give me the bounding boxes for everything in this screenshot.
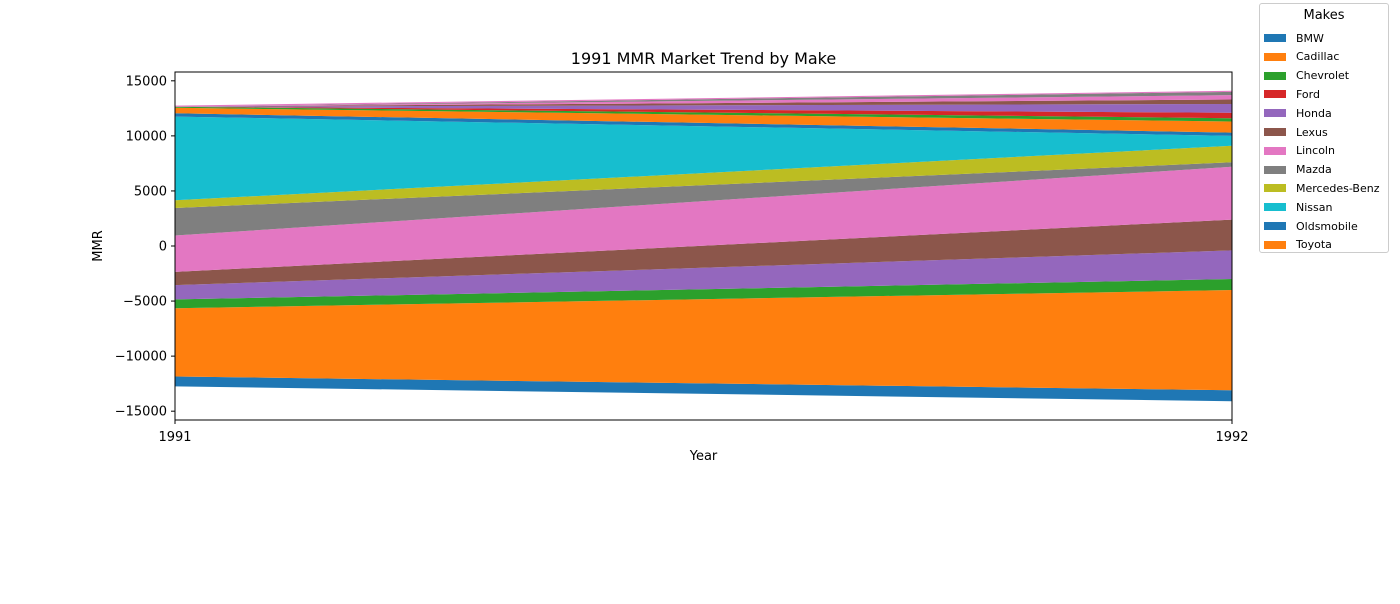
area-cadillac <box>175 290 1232 391</box>
legend-item-lexus: Lexus <box>1264 123 1328 141</box>
area-series-15 <box>175 103 1232 113</box>
legend-swatch <box>1264 203 1286 212</box>
y-axis: −15000 −10000 −5000 0 5000 10000 15000 <box>115 74 175 420</box>
y-axis-label: MMR <box>91 230 106 261</box>
legend-swatch <box>1264 90 1286 99</box>
x-axis: 1991 1992 <box>158 420 1249 445</box>
legend: Makes BMW Cadillac Chevrolet Ford Honda Lexus… <box>1259 3 1389 253</box>
legend-swatch <box>1264 146 1286 155</box>
legend-swatch <box>1264 52 1286 61</box>
legend-swatch <box>1264 222 1286 230</box>
legend-swatch <box>1264 165 1286 174</box>
legend-label: Nissan <box>1296 200 1333 214</box>
area-lincoln <box>175 166 1232 272</box>
legend-label: Ford <box>1296 87 1320 101</box>
legend-item-lincoln: Lincoln <box>1264 142 1335 160</box>
area-lexus <box>175 219 1232 286</box>
legend-swatch <box>1264 34 1286 42</box>
legend-label: Honda <box>1296 106 1332 120</box>
y-tick-label: 0 <box>159 240 167 255</box>
y-tick-label: −10000 <box>115 350 167 365</box>
legend-item-toyota: Toyota <box>1264 236 1332 254</box>
legend-label: Oldsmobile <box>1296 219 1358 233</box>
legend-swatch <box>1264 128 1286 136</box>
legend-label: Mazda <box>1296 163 1332 177</box>
area-series-13 <box>175 106 1232 122</box>
area-nissan <box>175 116 1232 201</box>
legend-label: Cadillac <box>1296 50 1340 64</box>
area-oldsmobile <box>175 113 1232 136</box>
legend-item-nissan: Nissan <box>1264 198 1332 216</box>
area-chevrolet <box>175 279 1232 309</box>
x-axis-label: Year <box>689 449 718 464</box>
y-tick-label: 15000 <box>126 74 167 89</box>
legend-label: Lincoln <box>1296 144 1335 158</box>
area-series-17 <box>175 95 1232 107</box>
y-tick-label: −15000 <box>115 405 167 420</box>
area-series-18 <box>175 91 1232 107</box>
legend-title: Makes <box>1303 8 1345 23</box>
area-layers <box>175 90 1232 402</box>
legend-label: BMW <box>1296 31 1324 45</box>
x-tick-label: 1991 <box>158 430 191 445</box>
legend-item-chevrolet: Chevrolet <box>1264 67 1349 85</box>
area-toyota <box>175 107 1232 133</box>
legend-item-mercedes-benz: Mercedes-Benz <box>1264 179 1379 197</box>
legend-label: Lexus <box>1296 125 1328 139</box>
area-mercedes-benz <box>175 145 1232 209</box>
legend-label: Toyota <box>1296 238 1332 252</box>
legend-swatch <box>1264 71 1286 80</box>
legend-item-honda: Honda <box>1264 104 1332 122</box>
legend-label: Mercedes-Benz <box>1296 181 1380 195</box>
chart-title: 1991 MMR Market Trend by Make <box>571 49 836 68</box>
y-tick-label: −5000 <box>123 295 167 310</box>
legend-swatch <box>1264 240 1286 249</box>
y-tick-label: 5000 <box>134 184 167 199</box>
y-tick-label: 10000 <box>126 129 167 144</box>
legend-label: Chevrolet <box>1296 69 1350 83</box>
legend-item-ford: Ford <box>1264 85 1320 103</box>
legend-item-mazda: Mazda <box>1264 161 1332 179</box>
area-series-19 <box>175 90 1232 107</box>
legend-item-cadillac: Cadillac <box>1264 48 1339 66</box>
legend-item-oldsmobile: Oldsmobile <box>1264 217 1358 235</box>
area-bmw <box>175 376 1232 402</box>
area-honda <box>175 250 1232 300</box>
legend-item-bmw: BMW <box>1264 29 1324 47</box>
area-mazda <box>175 162 1232 236</box>
x-tick-label: 1992 <box>1215 430 1248 445</box>
legend-swatch <box>1264 109 1286 118</box>
area-series-14 <box>175 106 1232 119</box>
legend-swatch <box>1264 184 1286 193</box>
